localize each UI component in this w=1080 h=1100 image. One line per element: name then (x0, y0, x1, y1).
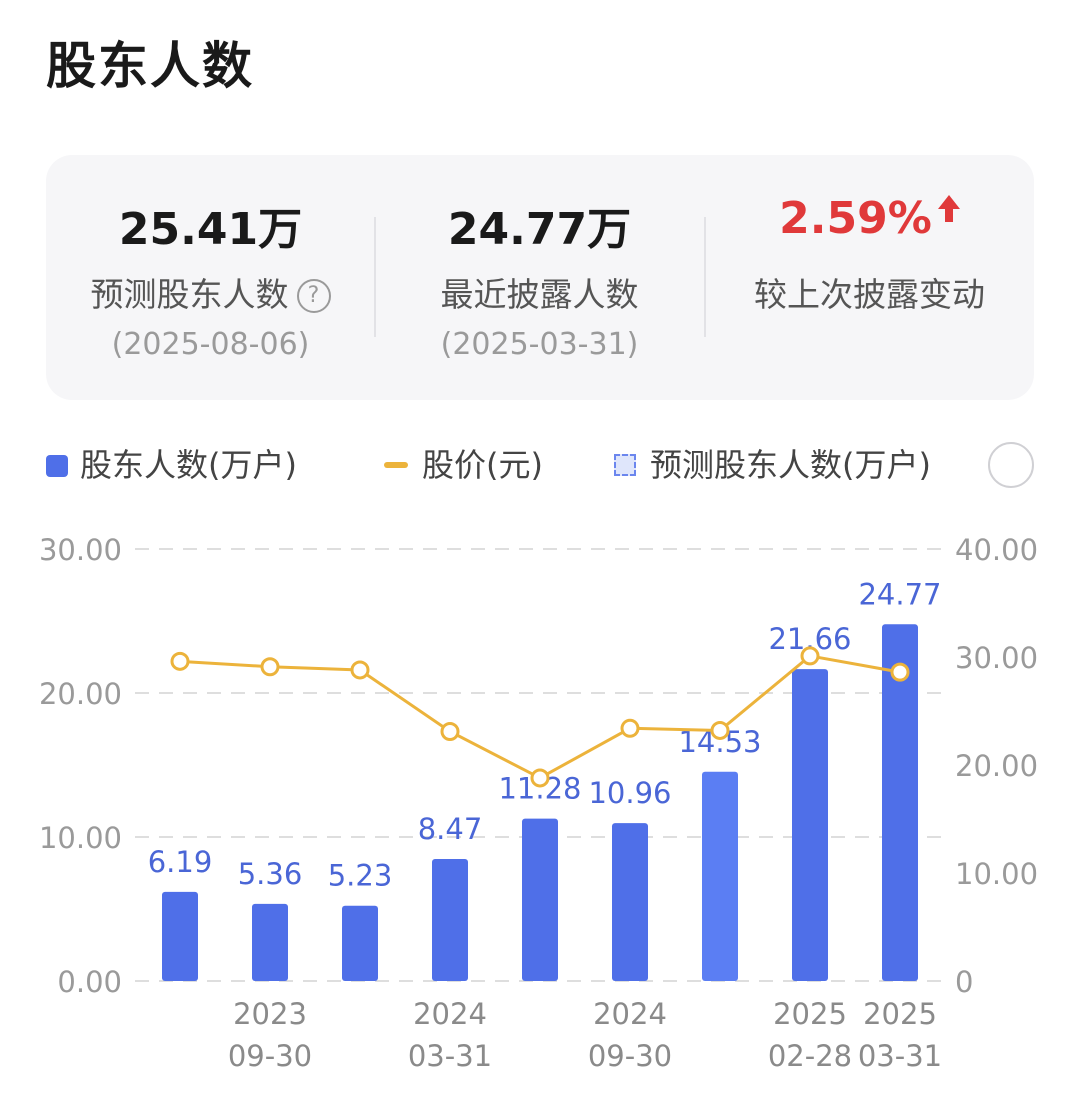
question-circle-icon[interactable]: ? (296, 279, 331, 313)
bar-value-label: 6.19 (148, 845, 213, 879)
price-point (260, 657, 280, 677)
legend-label: 股价(元) (422, 446, 543, 484)
right-axis-tick: 20.00 (955, 749, 1038, 783)
price-point (800, 646, 820, 666)
price-point (440, 722, 460, 742)
stat-value: 24.77万 (447, 204, 632, 255)
x-axis-label: 2023 (233, 997, 307, 1031)
bar (162, 891, 198, 981)
price-point (170, 651, 190, 671)
stat-value: 25.41万 (118, 204, 303, 255)
x-axis-label: 2025 (863, 997, 937, 1031)
price-point (350, 660, 370, 680)
bar (342, 905, 378, 981)
bar (612, 823, 648, 981)
bar-value-label: 5.23 (328, 859, 393, 893)
dashed-swatch-icon (614, 454, 636, 476)
stat-change: 2.59% 较上次披露变动 (705, 155, 1034, 400)
price-point (620, 718, 640, 738)
bar (702, 771, 738, 981)
stat-value-wrap: 2.59% (705, 193, 1034, 244)
stat-label-wrap: 预测股东人数? (46, 268, 375, 316)
stats-panel: 25.41万 预测股东人数? (2025-08-06) 24.77万 最近披露人… (46, 155, 1034, 400)
right-axis-tick: 10.00 (955, 857, 1038, 891)
divider (704, 217, 706, 337)
circle-toggle-icon[interactable] (988, 442, 1034, 488)
legend-item-price[interactable]: 股价(元) (384, 440, 543, 490)
stat-predicted-holders: 25.41万 预测股东人数? (2025-08-06) (46, 155, 375, 400)
bar (432, 859, 468, 981)
stat-date: (2025-03-31) (440, 327, 639, 362)
price-point (710, 720, 730, 740)
arrow-up-icon (937, 195, 960, 222)
legend-item-predicted[interactable]: 预测股东人数(万户) (614, 440, 931, 490)
left-axis-tick: 30.00 (39, 533, 122, 567)
x-axis-label: 09-30 (228, 1039, 312, 1073)
right-axis-tick: 30.00 (955, 641, 1038, 675)
legend-label: 预测股东人数(万户) (650, 446, 931, 484)
stat-label: 最近披露人数 (440, 275, 639, 314)
legend-label: 股东人数(万户) (80, 446, 297, 484)
bar (792, 669, 828, 981)
left-axis-tick: 10.00 (39, 821, 122, 855)
stat-label: 较上次披露变动 (754, 275, 985, 314)
divider (374, 217, 376, 337)
x-axis-label: 02-28 (768, 1039, 852, 1073)
stat-label: 预测股东人数 (90, 275, 289, 314)
x-axis-label: 2025 (773, 997, 847, 1031)
left-axis-tick: 20.00 (39, 677, 122, 711)
x-axis-label: 03-31 (408, 1039, 492, 1073)
x-axis-label: 03-31 (858, 1039, 942, 1073)
stat-date: (2025-08-06) (111, 327, 310, 362)
right-axis-tick: 40.00 (955, 533, 1038, 567)
page-title: 股东人数 (46, 37, 254, 95)
bar-swatch-icon (46, 455, 68, 477)
stat-latest-holders: 24.77万 最近披露人数 (2025-03-31) (375, 155, 704, 400)
left-axis-tick: 0.00 (57, 965, 122, 999)
x-axis-label: 2024 (413, 997, 487, 1031)
price-point (890, 662, 910, 682)
price-point (530, 768, 550, 788)
bar (522, 818, 558, 981)
bar-value-label: 5.36 (238, 857, 303, 891)
bar-value-label: 24.77 (858, 577, 941, 611)
bar-value-label: 8.47 (418, 812, 483, 846)
legend-item-holders[interactable]: 股东人数(万户) (46, 440, 297, 490)
stat-value: 2.59% (779, 193, 932, 244)
x-axis-label: 2024 (593, 997, 667, 1031)
bar (252, 903, 288, 981)
x-axis-label: 09-30 (588, 1039, 672, 1073)
bar (882, 624, 918, 981)
bar-value-label: 10.96 (588, 776, 671, 810)
right-axis-tick: 0 (955, 965, 973, 999)
line-swatch-icon (384, 462, 408, 468)
